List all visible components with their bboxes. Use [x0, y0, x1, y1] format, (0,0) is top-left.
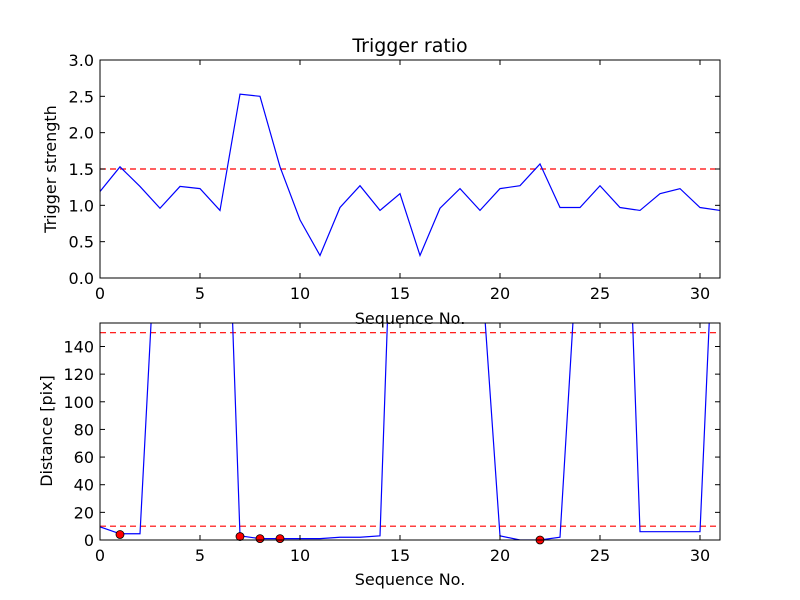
y-tick-label: 140	[63, 337, 94, 356]
y-tick-label: 0.5	[69, 233, 94, 252]
y-tick-label: 80	[74, 420, 94, 439]
y-tick-label: 2.5	[69, 87, 94, 106]
y-tick-label: 3.0	[69, 51, 94, 70]
distance-ylabel: Distance [pix]	[37, 375, 56, 487]
y-tick-label: 40	[74, 476, 94, 495]
series-line	[100, 323, 710, 540]
data-point-marker	[255, 534, 265, 544]
distance-series	[100, 323, 710, 540]
trigger-ratio-ylabel: Trigger strength	[41, 105, 60, 234]
x-tick-label: 30	[690, 284, 710, 303]
y-tick-label: 0	[84, 531, 94, 550]
y-tick-label: 1.0	[69, 196, 94, 215]
data-point-marker	[235, 532, 245, 541]
x-tick-label: 10	[290, 546, 310, 565]
series-line	[99, 93, 721, 258]
trigger-ratio-chart: 0 5 10 15 20 25 30 0.0 0.5 1.0 1.5 2.0 2.5 3.0 Trigge…	[41, 35, 721, 328]
trigger-ratio-title: Trigger ratio	[351, 35, 467, 57]
y-tick-label: 1.5	[69, 160, 94, 179]
x-tick-label: 5	[195, 546, 205, 565]
x-tick-label: 20	[490, 546, 510, 565]
distance-threshold-lines	[100, 332, 720, 527]
y-tick-label: 120	[63, 365, 94, 384]
distance-plot-area: 0 5 10 15 20 25 30 0 20 40 60 80 100 120 140	[63, 322, 721, 565]
distance-axes-frame	[99, 322, 721, 541]
y-tick-label: 0.0	[69, 269, 94, 288]
x-tick-label: 30	[690, 546, 710, 565]
x-tick-label: 15	[390, 546, 410, 565]
data-point-marker	[115, 530, 125, 539]
distance-ticks: 0 5 10 15 20 25 30 0 20 40 60 80 100 120 140	[63, 323, 720, 565]
y-tick-label: 60	[74, 448, 94, 467]
x-tick-label: 10	[290, 284, 310, 303]
x-tick-label: 5	[195, 284, 205, 303]
x-tick-label: 25	[590, 546, 610, 565]
x-tick-label: 15	[390, 284, 410, 303]
trigger-ratio-xlabel: Sequence No.	[355, 309, 466, 328]
trigger-ratio-series	[99, 93, 721, 258]
distance-markers	[115, 530, 545, 545]
data-point-marker	[275, 534, 285, 544]
y-tick-label: 2.0	[69, 124, 94, 143]
distance-chart: 0 5 10 15 20 25 30 0 20 40 60 80 100 120 140 Sequence …	[37, 322, 721, 589]
y-tick-label: 100	[63, 393, 94, 412]
x-tick-label: 20	[490, 284, 510, 303]
trigger-ratio-ticks: 0 5 10 15 20 25 30 0.0 0.5 1.0 1.5 2.0 2.5 3.0	[69, 51, 720, 303]
x-tick-label: 0	[95, 284, 105, 303]
x-tick-label: 25	[590, 284, 610, 303]
x-tick-label: 0	[95, 546, 105, 565]
trigger-ratio-plot-area: 0 5 10 15 20 25 30 0.0 0.5 1.0 1.5 2.0 2.5 3.0	[69, 51, 721, 303]
distance-xlabel: Sequence No.	[355, 570, 466, 589]
y-tick-label: 20	[74, 503, 94, 522]
